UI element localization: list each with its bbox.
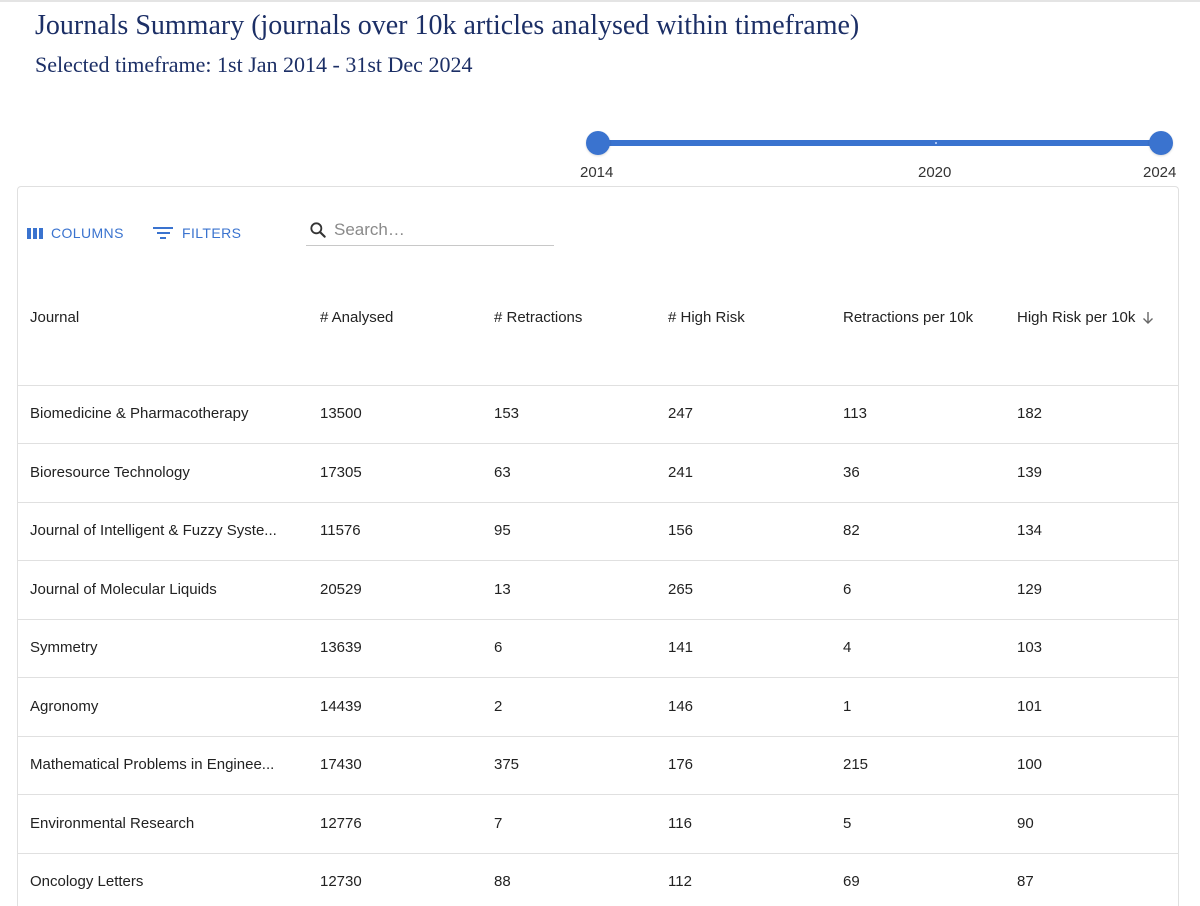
cell-journal: Environmental Research — [30, 815, 195, 832]
search-icon — [310, 222, 326, 238]
cell-retractions-per-10k: 1 — [843, 698, 852, 715]
slider-label-mid: 2020 — [918, 164, 952, 181]
cell-journal: Bioresource Technology — [30, 464, 190, 481]
cell-high-risk: 176 — [668, 756, 694, 773]
cell-high-risk-per-10k: 103 — [1017, 639, 1043, 656]
column-header-label: # Analysed — [320, 309, 394, 326]
cell-retractions: 7 — [494, 815, 503, 832]
column-header-analysed[interactable]: # Analysed — [320, 309, 393, 326]
column-header-label: Journal — [30, 309, 80, 326]
column-header-journal[interactable]: Journal — [30, 309, 300, 326]
slider-mark-2020 — [935, 142, 937, 144]
slider-track[interactable] — [598, 140, 1161, 146]
column-header-label: Retractions per 10k — [843, 309, 974, 326]
cell-journal: Agronomy — [30, 698, 99, 715]
slider-label-max: 2024 — [1143, 164, 1177, 181]
cell-retractions-per-10k: 6 — [843, 581, 852, 598]
cell-analysed: 12730 — [320, 873, 362, 890]
cell-retractions: 2 — [494, 698, 503, 715]
table-row[interactable]: Mathematical Problems in Enginee... 1743… — [18, 736, 1178, 795]
cell-high-risk-per-10k: 100 — [1017, 756, 1043, 773]
table-row[interactable]: Journal of Intelligent & Fuzzy Syste... … — [18, 502, 1178, 561]
table-row[interactable]: Agronomy 14439 2 146 1 101 — [18, 678, 1178, 737]
year-range-slider[interactable]: 2014 2020 2024 — [580, 128, 1180, 188]
cell-analysed: 17305 — [320, 464, 362, 481]
cell-retractions-per-10k: 5 — [843, 815, 852, 832]
table-row[interactable]: Symmetry 13639 6 141 4 103 — [18, 619, 1178, 678]
cell-journal: Biomedicine & Pharmacotherapy — [30, 405, 249, 422]
cell-retractions-per-10k: 69 — [843, 873, 860, 890]
column-header-retractions[interactable]: # Retractions — [494, 309, 582, 326]
cell-high-risk: 146 — [668, 698, 694, 715]
top-border — [0, 0, 1200, 2]
cell-high-risk-per-10k: 90 — [1017, 815, 1034, 832]
cell-high-risk-per-10k: 139 — [1017, 464, 1043, 481]
cell-high-risk-per-10k: 182 — [1017, 405, 1043, 422]
columns-button-label: COLUMNS — [51, 225, 124, 241]
cell-high-risk-per-10k: 101 — [1017, 698, 1043, 715]
cell-analysed: 20529 — [320, 581, 362, 598]
cell-high-risk: 112 — [668, 873, 692, 890]
table-row[interactable]: Biomedicine & Pharmacotherapy 13500 153 … — [18, 385, 1178, 444]
cell-retractions-per-10k: 113 — [843, 405, 867, 422]
table-header-row: Journal # Analysed # Retractions # High … — [18, 247, 1178, 386]
column-header-high-risk-per-10k[interactable]: High Risk per 10k — [1017, 309, 1155, 326]
cell-journal: Mathematical Problems in Enginee... — [30, 756, 275, 773]
cell-high-risk-per-10k: 134 — [1017, 522, 1043, 539]
column-header-label: # High Risk — [668, 309, 745, 326]
cell-high-risk-per-10k: 87 — [1017, 873, 1034, 890]
columns-icon — [27, 227, 43, 239]
table-row[interactable]: Environmental Research 12776 7 116 5 90 — [18, 795, 1178, 854]
arrow-down-icon[interactable] — [1141, 311, 1155, 325]
search-input[interactable] — [334, 220, 544, 240]
cell-high-risk: 156 — [668, 522, 694, 539]
slider-thumb-start[interactable] — [586, 131, 610, 155]
table-row[interactable]: Oncology Letters 12730 88 112 69 87 — [18, 853, 1178, 906]
slider-thumb-end[interactable] — [1149, 131, 1173, 155]
cell-retractions: 375 — [494, 756, 520, 773]
cell-retractions-per-10k: 215 — [843, 756, 869, 773]
columns-button[interactable]: COLUMNS — [27, 222, 124, 244]
cell-retractions-per-10k: 82 — [843, 522, 860, 539]
table-row[interactable]: Bioresource Technology 17305 63 241 36 1… — [18, 444, 1178, 503]
cell-retractions: 13 — [494, 581, 511, 598]
cell-retractions: 88 — [494, 873, 511, 890]
cell-high-risk: 141 — [668, 639, 694, 656]
column-header-label: # Retractions — [494, 309, 583, 326]
cell-journal: Symmetry — [30, 639, 98, 656]
column-header-high-risk[interactable]: # High Risk — [668, 309, 745, 326]
cell-analysed: 13639 — [320, 639, 362, 656]
column-header-label: High Risk per 10k — [1017, 309, 1136, 326]
cell-journal: Journal of Molecular Liquids — [30, 581, 217, 598]
cell-retractions-per-10k: 36 — [843, 464, 860, 481]
cell-retractions: 63 — [494, 464, 511, 481]
table-row[interactable]: Journal of Molecular Liquids 20529 13 26… — [18, 561, 1178, 620]
cell-retractions: 6 — [494, 639, 503, 656]
journals-data-grid: COLUMNS FILTERS Journal # Analysed # Ret… — [17, 186, 1179, 906]
cell-analysed: 12776 — [320, 815, 362, 832]
search-box — [306, 215, 554, 246]
cell-high-risk-per-10k: 129 — [1017, 581, 1043, 598]
cell-analysed: 11576 — [320, 522, 361, 539]
cell-journal: Oncology Letters — [30, 873, 144, 890]
page-title: Journals Summary (journals over 10k arti… — [35, 10, 860, 41]
cell-high-risk: 247 — [668, 405, 694, 422]
cell-high-risk: 116 — [668, 815, 692, 832]
filter-icon — [152, 227, 174, 239]
slider-label-min: 2014 — [580, 164, 614, 181]
page-subtitle: Selected timeframe: 1st Jan 2014 - 31st … — [35, 52, 473, 77]
cell-analysed: 13500 — [320, 405, 362, 422]
cell-high-risk: 265 — [668, 581, 694, 598]
cell-journal: Journal of Intelligent & Fuzzy Syste... — [30, 522, 277, 539]
cell-retractions: 95 — [494, 522, 511, 539]
filters-button[interactable]: FILTERS — [152, 222, 241, 244]
column-header-retractions-per-10k[interactable]: Retractions per 10k — [843, 309, 973, 326]
filters-button-label: FILTERS — [182, 225, 242, 241]
cell-retractions: 153 — [494, 405, 520, 422]
cell-high-risk: 241 — [668, 464, 694, 481]
cell-retractions-per-10k: 4 — [843, 639, 852, 656]
cell-analysed: 17430 — [320, 756, 362, 773]
cell-analysed: 14439 — [320, 698, 362, 715]
